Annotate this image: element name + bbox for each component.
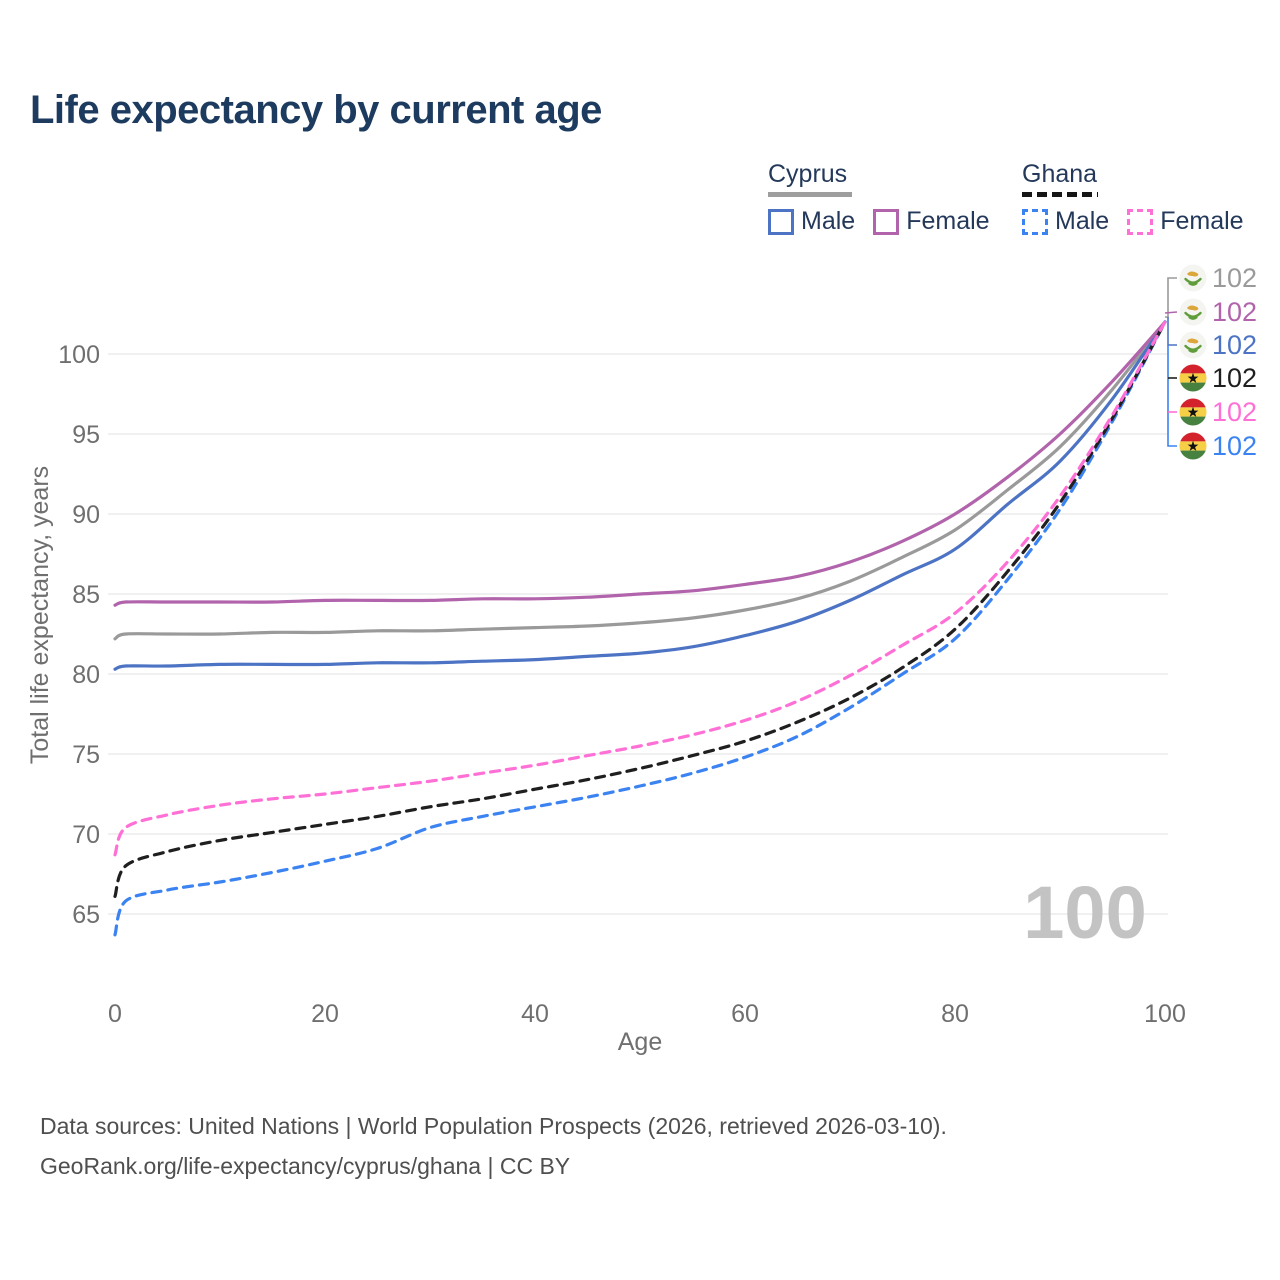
legend-group-cyprus: Cyprus Male Female: [768, 160, 1008, 236]
legend-country-cyprus[interactable]: Cyprus: [768, 160, 848, 188]
end-value-label-cyprus-male: 102: [1212, 330, 1257, 360]
y-tick-70: 70: [72, 821, 100, 849]
ghana-flag-icon: [1179, 432, 1207, 460]
y-tick-80: 80: [72, 661, 100, 689]
x-tick-0: 0: [108, 1000, 122, 1028]
ghana-flag-icon: [1179, 364, 1207, 392]
legend-swatch-ghana-female[interactable]: [1127, 208, 1154, 235]
y-tick-90: 90: [72, 501, 100, 529]
end-label-leader-lines: [1164, 277, 1178, 447]
x-tick-40: 40: [521, 1000, 549, 1028]
y-tick-85: 85: [72, 581, 100, 609]
end-value-label-ghana-male: 102: [1212, 431, 1257, 461]
cyprus-flag-icon: [1179, 331, 1207, 359]
attribution-text: GeoRank.org/life-expectancy/cyprus/ghana…: [40, 1153, 571, 1179]
ghana-flag-icon: [1179, 398, 1207, 426]
cyprus-flag-icon: [1179, 298, 1207, 326]
ghana-dashed-line-sample: [1022, 192, 1098, 197]
legend-swatch-ghana-male[interactable]: [1022, 208, 1048, 235]
legend-label-cyprus-female[interactable]: Female: [906, 207, 990, 235]
y-tick-95: 95: [72, 421, 100, 449]
y-tick-100: 100: [58, 341, 100, 369]
legend-label-ghana-male[interactable]: Male: [1055, 207, 1110, 235]
series-line-cyprus-male[interactable]: [113, 320, 1167, 671]
x-tick-60: 60: [731, 1000, 759, 1028]
hover-age-watermark: 100: [1023, 871, 1146, 954]
x-tick-20: 20: [311, 1000, 339, 1028]
legend-swatch-cyprus-male[interactable]: [768, 208, 794, 235]
legend-label-ghana-female[interactable]: Female: [1160, 207, 1244, 235]
end-value-label-cyprus-female: 102: [1212, 297, 1257, 327]
x-tick-100: 100: [1144, 1000, 1186, 1028]
end-value-label-ghana-female: 102: [1212, 397, 1257, 427]
legend-swatch-cyprus-female[interactable]: [873, 208, 900, 235]
y-axis-label: Total life expectancy, years: [26, 466, 54, 764]
cyprus-solid-line-sample: [768, 192, 852, 197]
series-line-cyprus-both-sexes[interactable]: [113, 320, 1167, 641]
end-value-label-ghana-both-sexes: 102: [1212, 363, 1257, 393]
legend-country-ghana[interactable]: Ghana: [1022, 160, 1098, 188]
legend-group-ghana: Ghana Male Female: [1022, 160, 1262, 236]
series-line-ghana-male[interactable]: [113, 320, 1167, 937]
series-line-cyprus-female[interactable]: [113, 320, 1167, 607]
y-tick-75: 75: [72, 741, 100, 769]
chart-footer: Data sources: United Nations | World Pop…: [40, 1106, 947, 1186]
x-axis-label: Age: [618, 1028, 662, 1056]
legend-row-cyprus: Male Female: [768, 207, 1008, 236]
end-value-label-cyprus-both-sexes: 102: [1212, 263, 1257, 293]
legend-label-cyprus-male[interactable]: Male: [801, 207, 856, 235]
data-sources-text: Data sources: United Nations | World Pop…: [40, 1113, 947, 1139]
y-tick-65: 65: [72, 901, 100, 929]
legend-row-ghana: Male Female: [1022, 207, 1262, 236]
series-line-ghana-female[interactable]: [113, 320, 1167, 857]
series-line-ghana-both-sexes[interactable]: [113, 320, 1167, 898]
page-title: Life expectancy by current age: [30, 88, 602, 132]
line-chart: 65 70 75 80 85 90 95 100 100 0 20 40 60 80 100 Age Total…: [26, 263, 1257, 1056]
cyprus-flag-icon: [1179, 264, 1207, 292]
x-tick-80: 80: [941, 1000, 969, 1028]
